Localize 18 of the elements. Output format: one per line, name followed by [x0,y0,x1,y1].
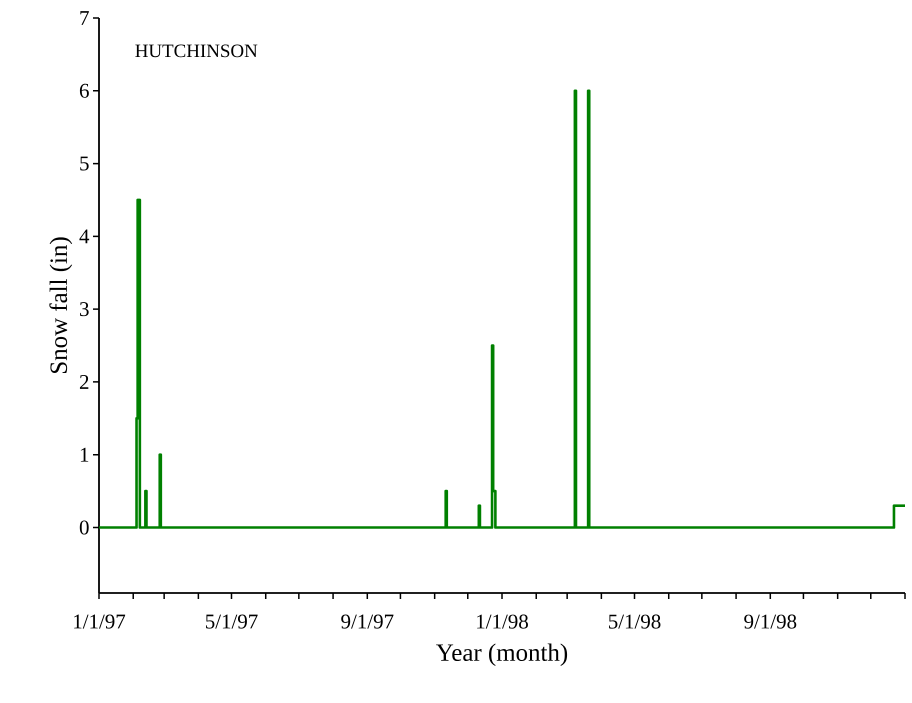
y-tick-label: 0 [80,520,89,535]
y-tick-label: 3 [80,302,89,316]
y-axis-title: Snow fall (in) [49,237,72,373]
y-tick-label: 1 [80,448,88,462]
y-tick-label: 4 [79,229,90,244]
line-series [99,89,906,529]
x-tick-label: 5/1/98 [608,614,660,629]
x-tick-label: 1/1/98 [477,614,528,629]
y-tick-label: 7 [80,11,89,25]
y-tick-label: 5 [80,156,89,171]
y-tick-label: 6 [80,84,89,98]
x-axis-title: Year (month) [436,643,568,666]
x-tick-label: 1/1/97 [74,614,126,629]
text: HUTCHINSON [135,44,258,58]
x-tick-label: 9/1/98 [744,614,796,629]
x-tick-label: 9/1/97 [341,614,394,629]
y-tick-label: 2 [80,374,88,389]
x-tick-label: 5/1/97 [206,614,258,629]
